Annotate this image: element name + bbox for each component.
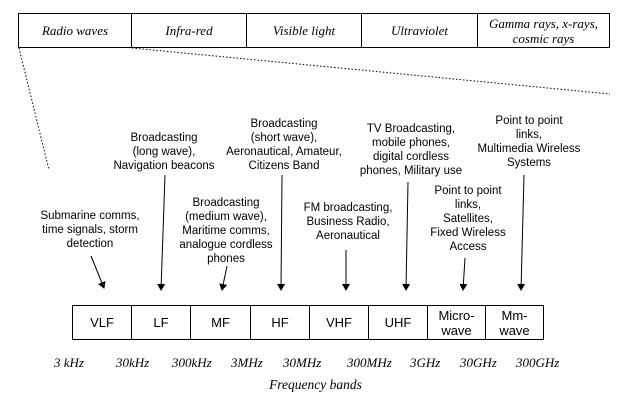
arrow-microwave [459,257,468,291]
band-table: VLF LF MF HF VHF UHF Micro- wave Mm- wav… [72,305,544,340]
band-vhf: VHF [310,306,369,339]
axis-title: Frequency bands [269,377,362,392]
band-mmwave: Mm- wave [499,307,530,338]
frequency-label-30mhz: 30MHz [283,355,322,370]
dotted-line-right [131,47,611,95]
frequency-label-300mhz: 300MHz [347,355,392,370]
band-mf: MF [191,306,251,339]
spectrum-cell-infra-red: Infra-red [132,14,247,47]
dotted-line-left [18,47,50,171]
annotation-lf: Broadcasting (long wave), Navigation bea… [113,132,215,172]
arrow-mmwave [517,174,526,291]
annotation-uhf: TV Broadcasting, mobile phones, digital … [359,123,463,177]
annotation-microwave: Point to point links, Satellites, Fixed … [430,185,506,253]
annotation-vlf: Submarine comms, time signals, storm det… [40,210,140,250]
frequency-label-30ghz: 30GHz [460,355,497,370]
band-lf: LF [132,306,191,339]
arrow-lf [157,174,166,291]
frequency-label-300ghz: 300GHz [516,355,560,370]
arrow-uhf [402,181,411,291]
spectrum-cell-ultraviolet: Ultraviolet [362,14,478,47]
band-microwave: Micro- wave [428,306,486,339]
spectrum-cell-visible-light: Visible light [247,14,362,47]
band-hf: HF [251,306,310,339]
frequency-label-3khz: 3 kHz [54,355,84,370]
frequency-label-300khz: 300kHz [172,355,212,370]
spectrum-cell-gamma-rays: Gamma rays, x-rays, cosmic rays [488,15,599,46]
band-uhf: UHF [369,306,428,339]
arrow-hf [277,174,286,291]
frequency-label-3ghz: 3GHz [410,355,441,370]
frequency-label-3mhz: 3MHz [231,355,263,370]
arrow-mf [219,265,228,291]
frequency-label-30khz: 30kHz [116,355,150,370]
arrow-vlf [90,255,106,289]
annotation-vhf: FM broadcasting, Business Radio, Aeronau… [303,202,393,242]
spectrum-cell-radio-waves: Radio waves [19,14,132,47]
band-vlf: VLF [73,306,132,339]
annotation-mf: Broadcasting (medium wave), Maritime com… [179,197,273,265]
annotation-mmwave: Point to point links, Multimedia Wireles… [477,115,581,169]
spectrum-table: Radio waves Infra-red Visible light Ultr… [18,13,610,48]
annotation-hf: Broadcasting (short wave), Aeronautical,… [226,118,342,172]
